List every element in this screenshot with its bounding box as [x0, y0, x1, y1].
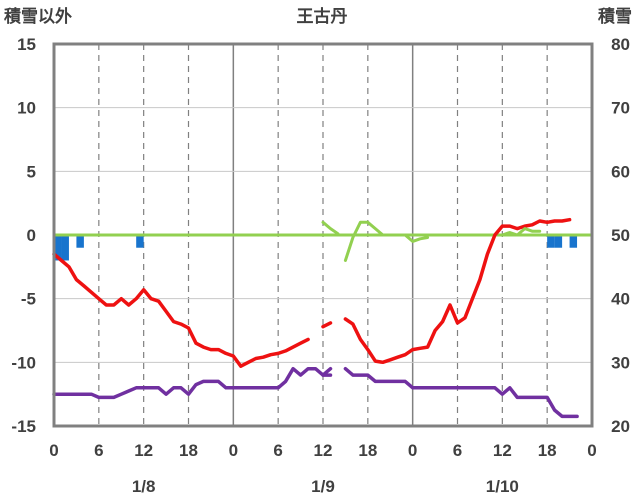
- x-tick-label: 12: [134, 441, 153, 460]
- precipitation-bars: [54, 235, 578, 261]
- left-y-tick-label: 10: [17, 99, 36, 118]
- x-tick-label: 6: [453, 441, 462, 460]
- day-label: 1/10: [486, 477, 519, 496]
- left-y-tick-label: -5: [21, 290, 36, 309]
- x-tick-label: 0: [229, 441, 238, 460]
- left-y-tick-label: -15: [11, 417, 36, 436]
- left-y-tick-label: 0: [27, 226, 36, 245]
- snow-depth-line: [343, 366, 579, 419]
- left-y-tick-label: 5: [27, 162, 36, 181]
- x-tick-label: 6: [273, 441, 282, 460]
- precipitation-bar: [54, 235, 62, 261]
- x-tick-label: 18: [358, 441, 377, 460]
- precipitation-bar: [76, 235, 84, 248]
- left-y-tick-label: -10: [11, 353, 36, 372]
- right-y-tick-label: 20: [611, 417, 630, 436]
- precipitation-bar: [61, 235, 69, 261]
- snowfall-line: [321, 220, 340, 236]
- precipitation-bar: [569, 235, 578, 248]
- series-lines: [52, 217, 592, 419]
- snowfall-line: [343, 220, 430, 262]
- chart-title: 王古丹: [297, 6, 348, 26]
- temperature-line: [343, 217, 572, 365]
- left-axis-label: 積雪以外: [4, 6, 72, 26]
- snowfall-line: [500, 227, 542, 237]
- snow-depth-line: [52, 366, 333, 400]
- precipitation-bar: [554, 235, 563, 248]
- x-tick-label: 18: [179, 441, 198, 460]
- x-tick-label: 0: [49, 441, 58, 460]
- right-y-tick-label: 30: [611, 353, 630, 372]
- x-tick-label: 12: [314, 441, 333, 460]
- right-y-tick-label: 80: [611, 35, 630, 54]
- day-label: 1/8: [132, 477, 156, 496]
- right-y-tick-label: 70: [611, 99, 630, 118]
- plot-border: [52, 42, 594, 428]
- right-y-tick-label: 40: [611, 290, 630, 309]
- temperature-line: [321, 321, 333, 329]
- x-tick-label: 18: [538, 441, 557, 460]
- temperature-line: [52, 252, 310, 368]
- x-tick-label: 12: [493, 441, 512, 460]
- x-tick-label: 6: [94, 441, 103, 460]
- plot-frame: [52, 42, 594, 428]
- snow-depth-line: [321, 366, 333, 377]
- right-y-tick-label: 60: [611, 162, 630, 181]
- right-axis-label: 積雪: [598, 6, 632, 26]
- day-label: 1/9: [311, 477, 335, 496]
- precipitation-bar: [547, 235, 555, 248]
- right-y-tick-label: 50: [611, 226, 630, 245]
- left-y-tick-label: 15: [17, 35, 36, 54]
- precipitation-bar: [136, 235, 144, 248]
- x-tick-label: 0: [587, 441, 596, 460]
- x-tick-label: 0: [408, 441, 417, 460]
